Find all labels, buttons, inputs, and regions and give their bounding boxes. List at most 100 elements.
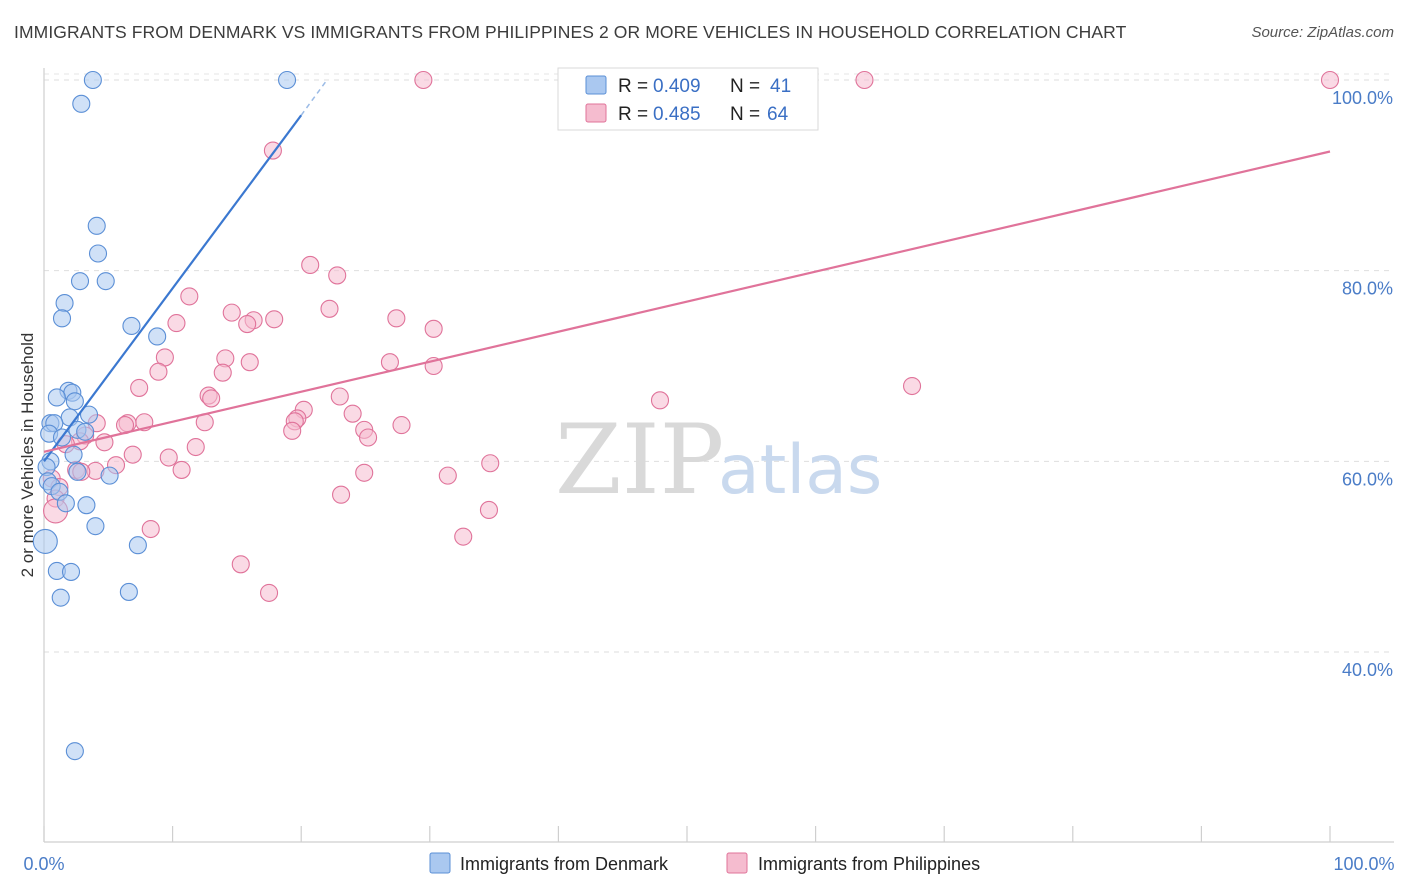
source-label: Source: ZipAtlas.com bbox=[1251, 24, 1394, 41]
denmark-point-32 bbox=[86, 517, 105, 536]
philippines-point-13 bbox=[238, 315, 257, 334]
denmark-point-38 bbox=[119, 582, 138, 601]
denmark-trend-line bbox=[43, 114, 303, 462]
philippines-point-29 bbox=[343, 404, 362, 423]
watermark-zip: ZIP bbox=[555, 404, 724, 516]
philippines-point-45 bbox=[186, 437, 205, 457]
denmark-point-30 bbox=[56, 494, 75, 513]
bottom-legend: Immigrants from Denmark Immigrants from … bbox=[429, 852, 980, 874]
philippines-point-10 bbox=[265, 310, 284, 329]
philippines-point-14 bbox=[424, 319, 443, 338]
philippines-point-17 bbox=[240, 353, 259, 372]
legend-swatch-philippines bbox=[585, 103, 607, 123]
philippines-point-11 bbox=[387, 309, 406, 328]
denmark-point-5 bbox=[70, 272, 90, 291]
philippines-point-60 bbox=[479, 500, 499, 520]
legend-n-label-denmark: N = bbox=[730, 76, 765, 97]
philippines-point-22 bbox=[130, 378, 149, 397]
denmark-point-3 bbox=[87, 216, 106, 235]
watermark-atlas: atlas bbox=[718, 431, 882, 510]
philippines-point-47 bbox=[159, 448, 178, 467]
denmark-point-10 bbox=[148, 327, 167, 346]
denmark-point-23 bbox=[64, 445, 83, 464]
denmark-point-8 bbox=[52, 309, 72, 328]
legend-n-value-philippines: 64 bbox=[767, 104, 789, 125]
y-tick-label-40: 40.0% bbox=[1342, 660, 1393, 680]
y-tick-label-80: 80.0% bbox=[1342, 279, 1393, 299]
denmark-point-15 bbox=[79, 405, 99, 424]
philippines-point-5 bbox=[328, 266, 347, 285]
denmark-point-7 bbox=[55, 294, 74, 313]
philippines-point-6 bbox=[180, 287, 199, 306]
philippines-point-53 bbox=[172, 460, 191, 479]
denmark-point-13 bbox=[47, 388, 66, 407]
legend-r-label-denmark: R = bbox=[618, 76, 653, 97]
legend-swatch-denmark bbox=[585, 75, 607, 95]
denmark-points bbox=[32, 70, 297, 761]
y-tick-label-100: 100.0% bbox=[1332, 88, 1393, 108]
denmark-trend-extension bbox=[300, 79, 328, 116]
philippines-point-23 bbox=[902, 376, 922, 396]
philippines-point-40 bbox=[359, 428, 378, 447]
philippines-point-58 bbox=[438, 466, 457, 485]
philippines-point-63 bbox=[231, 555, 250, 574]
x-tick-label-max: 100.0% bbox=[1333, 854, 1394, 874]
philippines-point-57 bbox=[355, 463, 374, 482]
philippines-point-7 bbox=[320, 299, 339, 318]
philippines-point-8 bbox=[222, 303, 241, 322]
x-ticks bbox=[43, 826, 1331, 842]
bottom-legend-swatch-philippines bbox=[726, 852, 748, 874]
denmark-point-6 bbox=[96, 272, 115, 291]
denmark-point-20 bbox=[76, 422, 95, 441]
legend-r-value-denmark: 0.409 bbox=[653, 76, 701, 97]
denmark-point-14 bbox=[65, 392, 84, 411]
philippines-point-37 bbox=[392, 416, 411, 435]
x-tick-label-min: 0.0% bbox=[23, 854, 64, 874]
bottom-legend-label-philippines: Immigrants from Philippines bbox=[758, 854, 980, 874]
philippines-point-2 bbox=[1320, 70, 1340, 90]
philippines-point-27 bbox=[650, 391, 670, 410]
chart-title: IMMIGRANTS FROM DENMARK VS IMMIGRANTS FR… bbox=[14, 22, 1127, 42]
legend-box: R = 0.409 N = 41 R = 0.485 N = 64 bbox=[557, 67, 819, 131]
y-tick-label-60: 60.0% bbox=[1342, 469, 1393, 489]
philippines-point-21 bbox=[213, 363, 232, 382]
philippines-points bbox=[42, 70, 1340, 602]
denmark-point-2 bbox=[72, 94, 91, 113]
philippines-point-12 bbox=[167, 314, 186, 333]
denmark-point-39 bbox=[65, 742, 84, 761]
philippines-point-20 bbox=[149, 362, 168, 381]
denmark-point-1 bbox=[278, 70, 297, 90]
denmark-point-33 bbox=[32, 528, 58, 554]
denmark-point-0 bbox=[83, 70, 102, 90]
philippines-point-24 bbox=[330, 387, 349, 406]
bottom-legend-label-denmark: Immigrants from Denmark bbox=[460, 854, 669, 874]
philippines-trend-line bbox=[43, 150, 1331, 453]
legend-r-label-philippines: R = bbox=[618, 104, 653, 125]
denmark-point-31 bbox=[77, 496, 96, 515]
legend-n-label-philippines: N = bbox=[730, 104, 765, 125]
denmark-point-36 bbox=[61, 562, 81, 581]
watermark: ZIP atlas bbox=[555, 404, 882, 516]
philippines-point-26 bbox=[202, 389, 221, 408]
denmark-point-37 bbox=[51, 588, 70, 607]
trend-lines bbox=[43, 79, 1331, 462]
philippines-point-48 bbox=[481, 454, 500, 473]
denmark-point-9 bbox=[122, 316, 141, 336]
philippines-point-61 bbox=[141, 519, 160, 539]
legend-r-value-philippines: 0.485 bbox=[653, 104, 701, 125]
y-tick-labels: 40.0% 60.0% 80.0% 100.0% bbox=[1332, 88, 1393, 680]
y-axis-label: 2 or more Vehicles in Household bbox=[18, 333, 37, 578]
philippines-point-18 bbox=[380, 353, 399, 372]
philippines-point-59 bbox=[332, 485, 351, 504]
philippines-point-4 bbox=[301, 255, 320, 274]
philippines-point-62 bbox=[454, 527, 473, 546]
philippines-point-64 bbox=[259, 583, 279, 602]
philippines-point-39 bbox=[283, 421, 302, 440]
philippines-point-46 bbox=[123, 445, 142, 464]
denmark-point-40 bbox=[68, 462, 87, 481]
philippines-point-1 bbox=[855, 70, 874, 90]
denmark-point-34 bbox=[128, 536, 147, 555]
legend-n-value-denmark: 41 bbox=[770, 76, 791, 97]
philippines-point-0 bbox=[414, 70, 433, 90]
